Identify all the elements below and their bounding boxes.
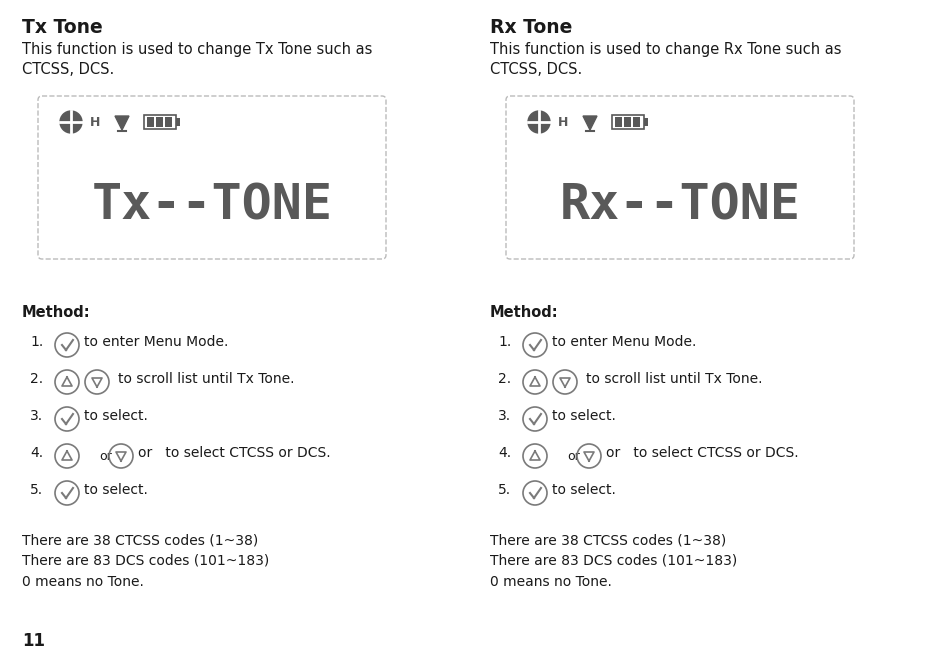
FancyBboxPatch shape	[615, 117, 622, 127]
FancyBboxPatch shape	[612, 115, 644, 129]
Text: or   to select CTCSS or DCS.: or to select CTCSS or DCS.	[138, 446, 331, 460]
Text: 4.: 4.	[30, 446, 43, 460]
Text: to enter Menu Mode.: to enter Menu Mode.	[84, 335, 228, 349]
Polygon shape	[115, 116, 129, 130]
Text: Method:: Method:	[22, 305, 91, 320]
Text: 0 means no Tone.: 0 means no Tone.	[22, 575, 144, 589]
Circle shape	[60, 111, 82, 133]
Text: CTCSS, DCS.: CTCSS, DCS.	[22, 62, 115, 77]
Text: CTCSS, DCS.: CTCSS, DCS.	[490, 62, 582, 77]
Text: Rx Tone: Rx Tone	[490, 18, 573, 37]
FancyBboxPatch shape	[156, 117, 163, 127]
Text: 3.: 3.	[498, 409, 511, 423]
FancyBboxPatch shape	[176, 118, 180, 126]
Text: H: H	[558, 115, 569, 129]
Text: 4.: 4.	[498, 446, 511, 460]
FancyBboxPatch shape	[147, 117, 154, 127]
Text: Method:: Method:	[490, 305, 558, 320]
FancyBboxPatch shape	[633, 117, 640, 127]
Text: to scroll list until Tx Tone.: to scroll list until Tx Tone.	[118, 372, 295, 386]
Circle shape	[528, 111, 550, 133]
Text: There are 83 DCS codes (101~183): There are 83 DCS codes (101~183)	[490, 554, 738, 568]
FancyBboxPatch shape	[644, 118, 648, 126]
Text: to scroll list until Tx Tone.: to scroll list until Tx Tone.	[586, 372, 762, 386]
Text: Rx--TONE: Rx--TONE	[559, 182, 800, 229]
Text: 11: 11	[22, 632, 45, 650]
FancyBboxPatch shape	[165, 117, 172, 127]
FancyBboxPatch shape	[144, 115, 176, 129]
Text: 0 means no Tone.: 0 means no Tone.	[490, 575, 611, 589]
Text: 3.: 3.	[30, 409, 43, 423]
Text: Tx--TONE: Tx--TONE	[92, 182, 333, 229]
Text: 1.: 1.	[30, 335, 44, 349]
Text: to select.: to select.	[84, 483, 148, 497]
Text: There are 38 CTCSS codes (1~38): There are 38 CTCSS codes (1~38)	[22, 533, 258, 547]
Text: This function is used to change Rx Tone such as: This function is used to change Rx Tone …	[490, 42, 842, 57]
Text: Tx Tone: Tx Tone	[22, 18, 102, 37]
Text: to select.: to select.	[552, 409, 616, 423]
Text: 1.: 1.	[498, 335, 511, 349]
Polygon shape	[583, 116, 597, 130]
Text: 5.: 5.	[498, 483, 511, 497]
Text: 2.: 2.	[30, 372, 43, 386]
FancyBboxPatch shape	[38, 96, 386, 259]
FancyBboxPatch shape	[624, 117, 631, 127]
Text: 2.: 2.	[498, 372, 511, 386]
Text: or   to select CTCSS or DCS.: or to select CTCSS or DCS.	[606, 446, 798, 460]
Text: or: or	[567, 450, 580, 463]
Text: to select.: to select.	[84, 409, 148, 423]
Text: This function is used to change Tx Tone such as: This function is used to change Tx Tone …	[22, 42, 373, 57]
Text: 5.: 5.	[30, 483, 43, 497]
Text: There are 83 DCS codes (101~183): There are 83 DCS codes (101~183)	[22, 554, 269, 568]
Text: H: H	[90, 115, 100, 129]
Text: to enter Menu Mode.: to enter Menu Mode.	[552, 335, 697, 349]
Text: or: or	[99, 450, 112, 463]
FancyBboxPatch shape	[506, 96, 854, 259]
Text: to select.: to select.	[552, 483, 616, 497]
Text: There are 38 CTCSS codes (1~38): There are 38 CTCSS codes (1~38)	[490, 533, 726, 547]
